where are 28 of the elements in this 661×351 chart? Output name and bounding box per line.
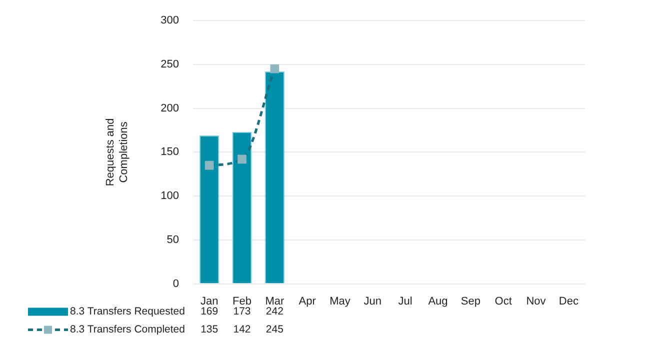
y-tick-label: 0 (172, 278, 179, 290)
x-tick-label: Apr (298, 295, 316, 308)
data-label: 242 (266, 306, 284, 318)
data-label: 173 (233, 306, 251, 318)
x-tick-label: Aug (428, 295, 448, 308)
legend-label: 8.3 Transfers Completed (70, 324, 186, 336)
x-tick-label: Nov (526, 295, 546, 308)
y-tick-label: 200 (160, 102, 179, 114)
x-tick-label: Mar (265, 295, 284, 308)
x-tick-label: Jun (364, 295, 382, 308)
y-axis-title: Requests and Completions (104, 118, 130, 186)
y-tick-label: 150 (160, 146, 179, 158)
x-tick-label: Jan (200, 295, 218, 308)
data-label: 245 (266, 324, 284, 336)
x-tick-label: May (330, 295, 351, 308)
y-tick-label: 50 (166, 234, 179, 246)
y-tick-label: 100 (160, 190, 179, 202)
data-label: 135 (200, 324, 218, 336)
x-tick-label: Dec (558, 295, 579, 308)
x-tick-label: Oct (494, 295, 512, 308)
y-tick-label: 250 (160, 58, 179, 70)
x-tick-label: Feb (232, 295, 252, 308)
x-tick-label: Jul (398, 295, 412, 308)
data-label: 169 (200, 306, 218, 318)
legend-label: 8.3 Transfers Requested (70, 306, 186, 318)
x-tick-label: Sep (460, 295, 480, 308)
data-label: 142 (233, 324, 251, 336)
y-tick-label: 300 (160, 14, 179, 27)
